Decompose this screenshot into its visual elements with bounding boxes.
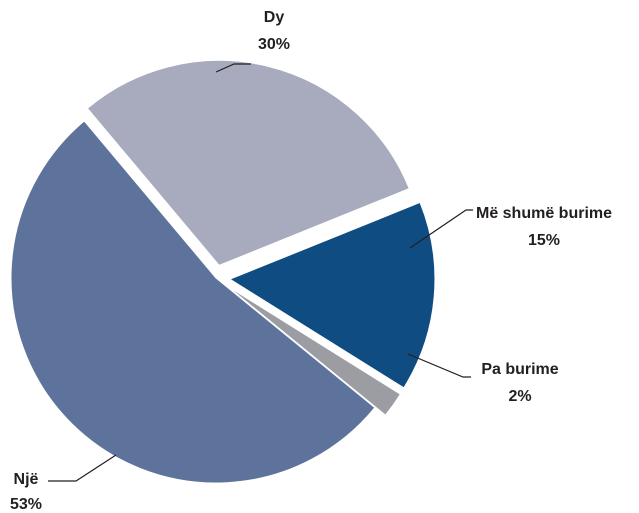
slice-pct-dy: 30% xyxy=(258,36,290,53)
slice-labels: Dy 30% Më shumë burime 15% Pa burime 2% … xyxy=(10,9,612,513)
pie-slices xyxy=(10,59,436,484)
pie-slice-pa-burime xyxy=(226,285,402,416)
leader-line-me-shume-burime xyxy=(409,209,473,249)
pie-slice-me-shume-burime xyxy=(228,201,436,389)
slice-pct-pa-burime: 2% xyxy=(508,388,531,405)
slice-label-pa-burime: Pa burime xyxy=(481,361,558,378)
pie-slice-dy xyxy=(86,59,410,266)
leader-line-pa-burime xyxy=(407,353,471,378)
slice-label-nje: Një xyxy=(14,471,39,488)
pie-slice-nje xyxy=(10,120,376,484)
slice-label-dy: Dy xyxy=(264,9,285,26)
leader-line-dy xyxy=(215,63,251,73)
slice-pct-me-shume-burime: 15% xyxy=(528,232,560,249)
leader-lines xyxy=(48,63,473,482)
leader-line-nje xyxy=(48,454,117,482)
slice-label-me-shume-burime: Më shumë burime xyxy=(476,205,612,222)
slice-pct-nje: 53% xyxy=(10,496,42,513)
